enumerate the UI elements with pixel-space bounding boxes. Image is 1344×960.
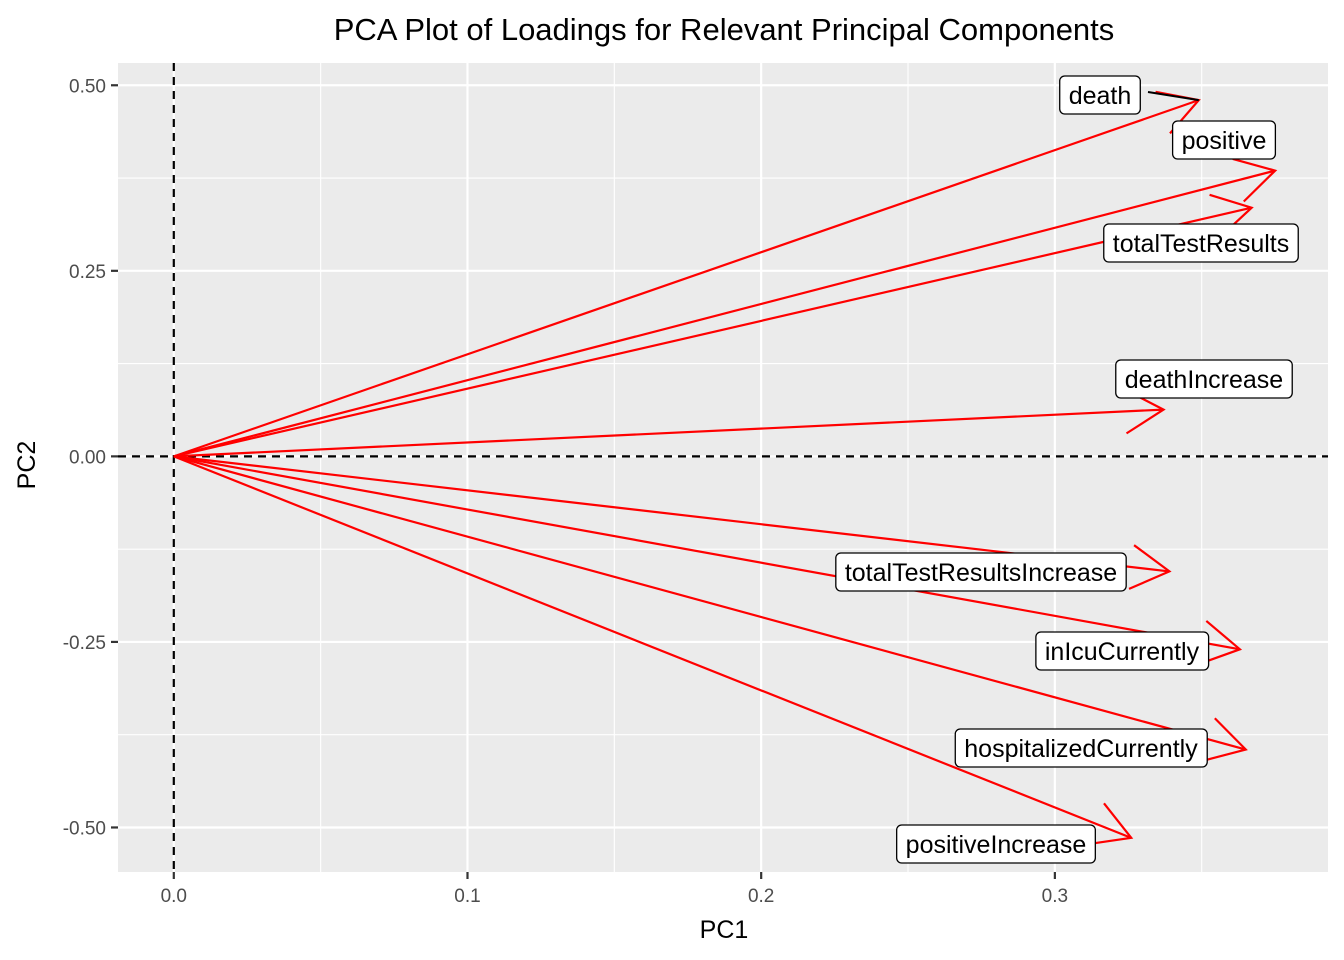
x-tick-label: 0.3 (1042, 886, 1068, 907)
x-axis-title: PC1 (700, 916, 749, 944)
label-box (835, 552, 1127, 592)
y-tick-label: 0.00 (69, 447, 106, 468)
loading-arrow-inIcuCurrently (173, 455, 1243, 666)
arrow-shaft (173, 455, 1247, 751)
label-text: totalTestResults (1113, 230, 1289, 258)
arrow-head (1198, 620, 1243, 666)
vector-label-hospitalizedCurrently: hospitalizedCurrently (954, 728, 1208, 768)
arrow-shaft (173, 455, 1170, 573)
x-axis: 0.0 0.1 0.2 0.3 (161, 872, 1068, 907)
arrow-head (1087, 802, 1134, 846)
label-text: deathIncrease (1125, 366, 1283, 394)
label-box (1035, 631, 1210, 671)
y-tick-label: 0.25 (69, 262, 106, 283)
label-text: inIcuCurrently (1045, 638, 1200, 666)
label-text: positive (1182, 127, 1267, 155)
label-connector (1147, 91, 1199, 102)
reference-lines (118, 63, 1328, 872)
label-box (1103, 223, 1299, 263)
label-box (1171, 120, 1277, 160)
x-tick-label: 0.1 (454, 886, 480, 907)
label-text: totalTestResultsIncrease (845, 559, 1117, 587)
label-text: positiveIncrease (906, 831, 1087, 859)
vector-label-positiveIncrease: positiveIncrease (896, 824, 1096, 864)
label-box (954, 728, 1208, 768)
vector-label-deathIncrease: deathIncrease (1115, 359, 1293, 399)
arrow-shaft (173, 455, 1241, 651)
arrow-head (1202, 717, 1248, 762)
y-axis: -0.50 -0.25 0.00 0.25 0.50 (63, 76, 118, 839)
arrow-head (1232, 157, 1278, 203)
loading-arrow-totalTestResultsIncrease (173, 455, 1172, 590)
x-tick-label: 0.2 (748, 886, 774, 907)
arrow-shaft (173, 169, 1276, 458)
loading-labels: death positive totalTestResults deathIncrea… (835, 75, 1299, 864)
y-tick-label: 0.50 (69, 76, 106, 97)
label-box (896, 824, 1096, 864)
arrow-shaft (173, 206, 1252, 458)
vector-label-positive: positive (1171, 120, 1277, 160)
loading-arrow-positiveIncrease (173, 455, 1134, 846)
vector-label-totalTestResultsIncrease: totalTestResultsIncrease (835, 552, 1127, 592)
y-axis-title: PC2 (13, 441, 41, 490)
vector-label-inIcuCurrently: inIcuCurrently (1035, 631, 1210, 671)
chart-title: PCA Plot of Loadings for Relevant Princi… (334, 12, 1115, 47)
label-box (1115, 359, 1293, 399)
loading-arrow-hospitalizedCurrently (173, 455, 1248, 762)
arrow-shaft (173, 99, 1200, 458)
arrow-head (1128, 544, 1172, 590)
vector-label-death: death (1059, 75, 1199, 115)
loading-arrow-positive (173, 157, 1278, 458)
arrow-shaft (173, 455, 1132, 839)
y-tick-label: -0.25 (63, 633, 106, 654)
arrow-shaft (173, 408, 1164, 458)
y-tick-label: -0.50 (63, 818, 106, 839)
label-text: hospitalizedCurrently (964, 735, 1198, 763)
vector-label-totalTestResults: totalTestResults (1103, 223, 1299, 263)
label-box (1059, 75, 1141, 115)
label-text: death (1069, 82, 1132, 110)
x-tick-label: 0.0 (161, 886, 187, 907)
